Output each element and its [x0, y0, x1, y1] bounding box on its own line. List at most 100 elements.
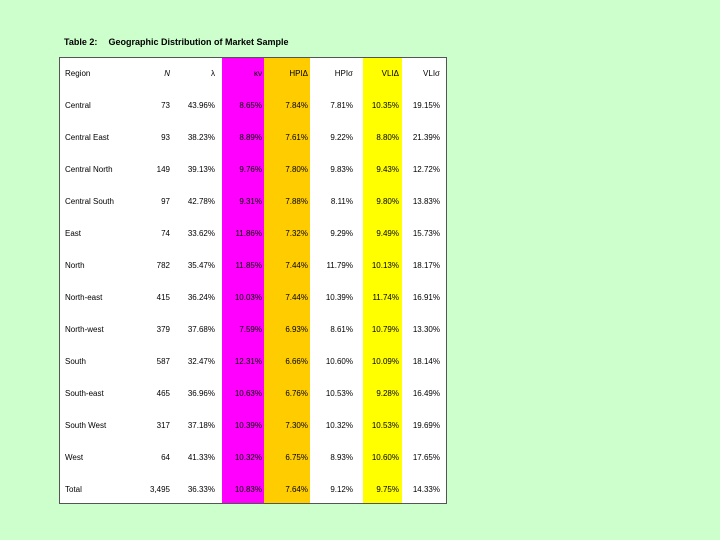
cell-kappa: 11.86%	[235, 229, 262, 238]
header-lambda: λ	[211, 69, 215, 78]
cell-vli-sigma: 13.30%	[412, 325, 440, 334]
cell-region: North-west	[65, 325, 104, 334]
cell-region: East	[65, 229, 82, 238]
cell-lambda: 36.24%	[187, 293, 215, 302]
cell-n: 149	[156, 165, 170, 174]
cell-vli-sigma: 16.91%	[412, 293, 440, 302]
cell-hpi-sigma: 10.53%	[325, 389, 353, 398]
cell-vli-delta: 10.53%	[371, 421, 399, 430]
cell-lambda: 38.23%	[187, 133, 215, 142]
cell-kappa: 10.39%	[234, 421, 262, 430]
cell-hpi-delta: 7.64%	[285, 485, 308, 494]
cell-region: West	[65, 453, 84, 462]
cell-kappa: 9.76%	[239, 165, 262, 174]
kappa-column-highlight	[222, 58, 264, 503]
cell-kappa: 11.85%	[235, 261, 262, 270]
table-row: Central East 93 38.23% 8.89% 7.61% 9.22% 8.80%…	[60, 131, 446, 145]
cell-n: 3,495	[149, 485, 170, 494]
cell-hpi-delta: 7.80%	[285, 165, 308, 174]
cell-n: 317	[156, 421, 170, 430]
cell-vli-delta: 11.74%	[372, 293, 399, 302]
cell-n: 93	[161, 133, 170, 142]
table-title: Geographic Distribution of Market Sample	[108, 37, 289, 47]
cell-region: South West	[65, 421, 107, 430]
cell-vli-delta: 10.60%	[371, 453, 399, 462]
cell-kappa: 9.31%	[239, 197, 262, 206]
cell-n: 587	[156, 357, 170, 366]
cell-n: 465	[156, 389, 170, 398]
hpi-delta-column-highlight	[264, 58, 310, 503]
cell-vli-delta: 10.79%	[371, 325, 399, 334]
cell-hpi-sigma: 8.61%	[330, 325, 353, 334]
cell-vli-delta: 9.49%	[376, 229, 399, 238]
cell-kappa: 8.89%	[239, 133, 262, 142]
table-row: East 74 33.62% 11.86% 7.32% 9.29% 9.49% 15.73%	[60, 227, 446, 241]
cell-vli-delta: 10.35%	[371, 101, 399, 110]
header-vli-delta: VLIΔ	[381, 69, 399, 78]
cell-n: 379	[156, 325, 170, 334]
cell-hpi-delta: 6.93%	[285, 325, 308, 334]
cell-hpi-delta: 6.76%	[285, 389, 308, 398]
cell-vli-sigma: 18.17%	[412, 261, 440, 270]
cell-n: 415	[156, 293, 170, 302]
header-region: Region	[65, 69, 91, 78]
cell-hpi-delta: 6.75%	[285, 453, 308, 462]
data-table: Region N λ κν HPIΔ HPIσ VLIΔ VLIσ Centra…	[59, 57, 447, 504]
cell-lambda: 36.96%	[187, 389, 215, 398]
cell-region: Total	[65, 485, 82, 494]
cell-kappa: 12.31%	[234, 357, 262, 366]
cell-hpi-sigma: 10.60%	[325, 357, 353, 366]
cell-vli-delta: 10.13%	[371, 261, 399, 270]
cell-kappa: 10.63%	[234, 389, 262, 398]
cell-hpi-sigma: 8.93%	[330, 453, 353, 462]
cell-vli-delta: 8.80%	[376, 133, 399, 142]
cell-vli-sigma: 15.73%	[412, 229, 440, 238]
cell-lambda: 39.13%	[187, 165, 215, 174]
table-row: West 64 41.33% 10.32% 6.75% 8.93% 10.60% 17.65%	[60, 451, 446, 465]
cell-hpi-sigma: 8.11%	[330, 197, 353, 206]
vli-delta-column-highlight	[363, 58, 402, 503]
table-row: South West 317 37.18% 10.39% 7.30% 10.32% 10.5…	[60, 419, 446, 433]
cell-vli-sigma: 16.49%	[412, 389, 440, 398]
cell-hpi-delta: 6.66%	[285, 357, 308, 366]
table-row: North 782 35.47% 11.85% 7.44% 11.79% 10.13% 18.…	[60, 259, 446, 273]
cell-lambda: 41.33%	[187, 453, 215, 462]
cell-vli-delta: 9.80%	[376, 197, 399, 206]
cell-region: Central	[65, 101, 91, 110]
cell-region: Central East	[65, 133, 110, 142]
table-caption: Table 2: Geographic Distribution of Mark…	[64, 37, 289, 47]
cell-kappa: 7.59%	[239, 325, 262, 334]
cell-kappa: 10.83%	[234, 485, 262, 494]
cell-lambda: 33.62%	[187, 229, 215, 238]
cell-lambda: 37.68%	[187, 325, 215, 334]
header-vli-sigma: VLIσ	[423, 69, 440, 78]
cell-region: South-east	[65, 389, 104, 398]
table-row: South 587 32.47% 12.31% 6.66% 10.60% 10.09% 18.…	[60, 355, 446, 369]
table-number: Table 2:	[64, 37, 98, 47]
table-row: Total 3,495 36.33% 10.83% 7.64% 9.12% 9.75% 14.…	[60, 483, 446, 497]
table-row: North-west 379 37.68% 7.59% 6.93% 8.61% 10.79%…	[60, 323, 446, 337]
cell-vli-sigma: 18.14%	[412, 357, 440, 366]
cell-vli-delta: 9.43%	[376, 165, 399, 174]
cell-vli-delta: 9.28%	[376, 389, 399, 398]
cell-vli-sigma: 12.72%	[412, 165, 440, 174]
table-row: Central 73 43.96% 8.65% 7.84% 7.81% 10.35% 19.1…	[60, 99, 446, 113]
header-n: N	[164, 69, 170, 78]
cell-lambda: 43.96%	[187, 101, 215, 110]
cell-hpi-sigma: 11.79%	[326, 261, 353, 270]
cell-kappa: 10.03%	[234, 293, 262, 302]
cell-hpi-delta: 7.30%	[285, 421, 308, 430]
cell-hpi-sigma: 9.22%	[330, 133, 353, 142]
cell-lambda: 37.18%	[187, 421, 215, 430]
cell-n: 64	[161, 453, 170, 462]
cell-hpi-sigma: 7.81%	[330, 101, 353, 110]
cell-n: 74	[161, 229, 170, 238]
cell-n: 97	[161, 197, 170, 206]
header-hpi-sigma: HPIσ	[334, 69, 353, 78]
cell-vli-sigma: 21.39%	[412, 133, 440, 142]
cell-hpi-delta: 7.32%	[285, 229, 308, 238]
cell-vli-sigma: 17.65%	[412, 453, 440, 462]
cell-region: South	[65, 357, 86, 366]
cell-lambda: 35.47%	[187, 261, 215, 270]
table-row: Central North 149 39.13% 9.76% 7.80% 9.83% 9.4…	[60, 163, 446, 177]
